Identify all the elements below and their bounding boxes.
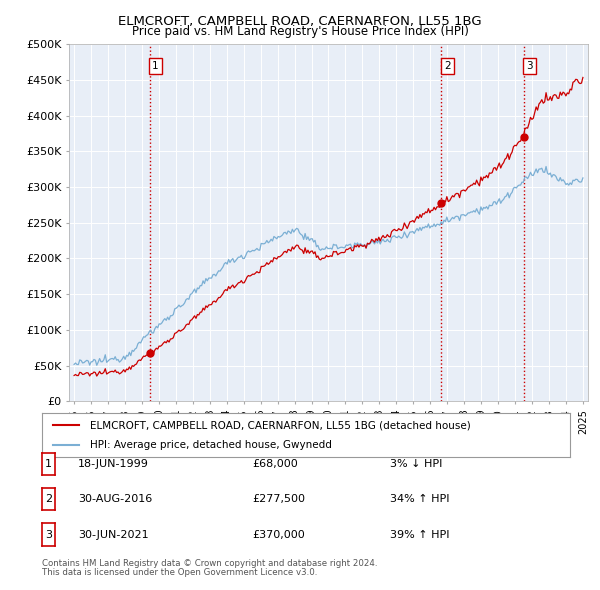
Text: £370,000: £370,000 <box>252 530 305 539</box>
Text: 1: 1 <box>45 459 52 468</box>
Text: HPI: Average price, detached house, Gwynedd: HPI: Average price, detached house, Gwyn… <box>89 440 331 450</box>
Text: 1: 1 <box>152 61 159 71</box>
Text: 30-JUN-2021: 30-JUN-2021 <box>78 530 149 539</box>
Text: £68,000: £68,000 <box>252 459 298 468</box>
Text: 3: 3 <box>45 530 52 539</box>
Text: 34% ↑ HPI: 34% ↑ HPI <box>390 494 449 504</box>
Text: 30-AUG-2016: 30-AUG-2016 <box>78 494 152 504</box>
Text: ELMCROFT, CAMPBELL ROAD, CAERNARFON, LL55 1BG: ELMCROFT, CAMPBELL ROAD, CAERNARFON, LL5… <box>118 15 482 28</box>
Text: 2: 2 <box>45 494 52 504</box>
Text: 3% ↓ HPI: 3% ↓ HPI <box>390 459 442 468</box>
Text: This data is licensed under the Open Government Licence v3.0.: This data is licensed under the Open Gov… <box>42 568 317 577</box>
Text: Price paid vs. HM Land Registry's House Price Index (HPI): Price paid vs. HM Land Registry's House … <box>131 25 469 38</box>
Text: 2: 2 <box>444 61 451 71</box>
Text: 3: 3 <box>526 61 533 71</box>
Text: £277,500: £277,500 <box>252 494 305 504</box>
Text: Contains HM Land Registry data © Crown copyright and database right 2024.: Contains HM Land Registry data © Crown c… <box>42 559 377 568</box>
Text: ELMCROFT, CAMPBELL ROAD, CAERNARFON, LL55 1BG (detached house): ELMCROFT, CAMPBELL ROAD, CAERNARFON, LL5… <box>89 421 470 430</box>
Text: 18-JUN-1999: 18-JUN-1999 <box>78 459 149 468</box>
Text: 39% ↑ HPI: 39% ↑ HPI <box>390 530 449 539</box>
